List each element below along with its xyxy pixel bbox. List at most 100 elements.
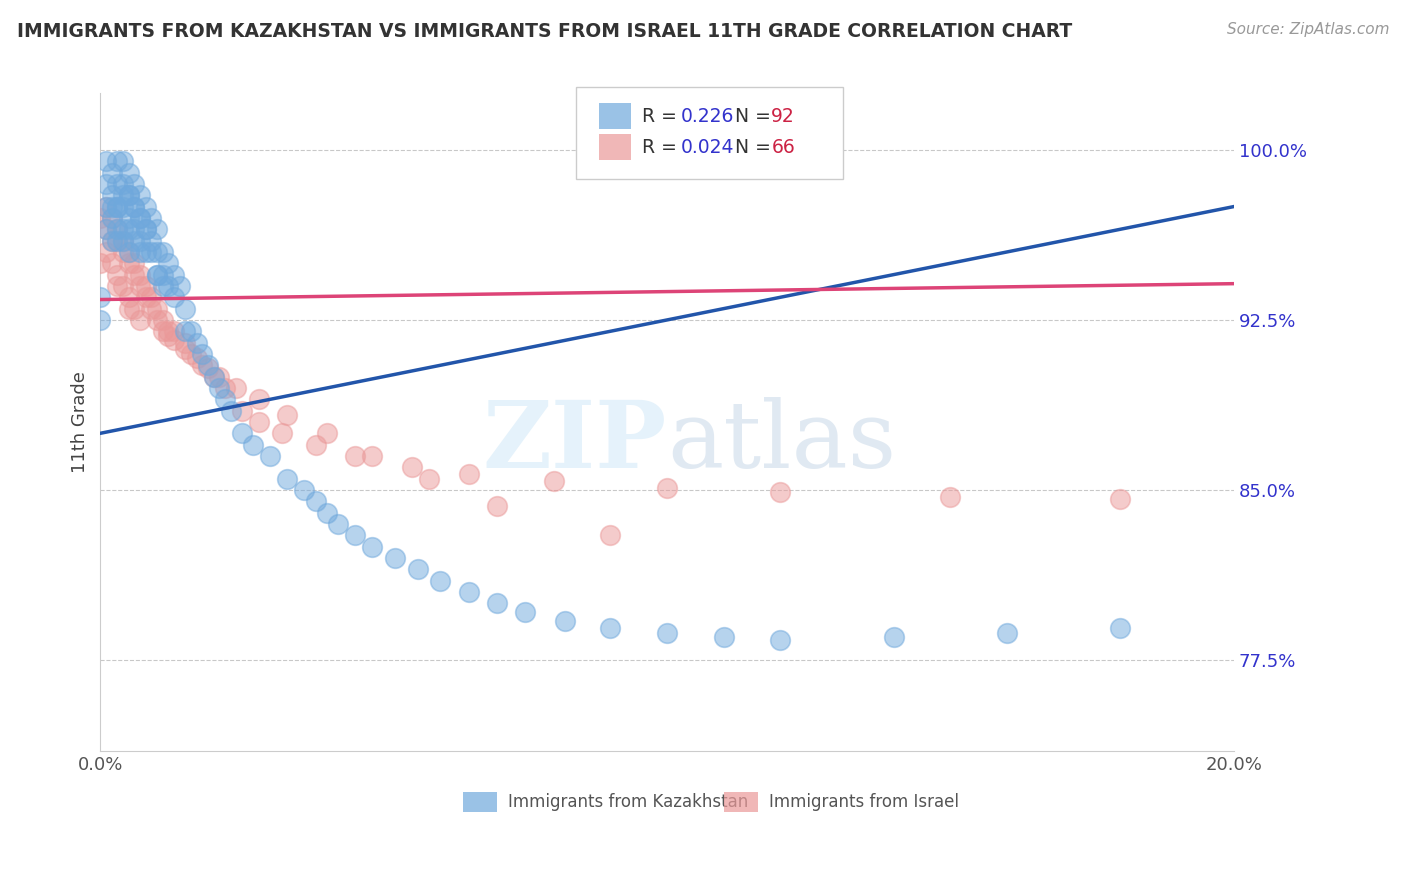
Point: [118, 244, 141, 259]
Point: [135, 244, 157, 259]
Point: [292, 483, 315, 497]
Point: [146, 313, 169, 327]
Point: [94, 222, 117, 236]
Point: [129, 244, 152, 259]
Point: [883, 630, 905, 644]
Point: [135, 222, 157, 236]
Text: Immigrants from Kazakhstan: Immigrants from Kazakhstan: [509, 793, 748, 811]
Point: [111, 279, 134, 293]
Point: [361, 449, 384, 463]
Text: Immigrants from Israel: Immigrants from Israel: [769, 793, 959, 811]
Point: [163, 324, 186, 338]
Point: [100, 234, 122, 248]
Point: [100, 234, 122, 248]
Point: [174, 324, 197, 338]
Point: [152, 279, 174, 293]
Point: [225, 381, 247, 395]
Point: [401, 460, 423, 475]
Point: [180, 347, 202, 361]
Point: [111, 154, 134, 169]
Text: ZIP: ZIP: [482, 397, 666, 487]
Bar: [724, 792, 758, 812]
Point: [242, 437, 264, 451]
Point: [186, 335, 208, 350]
Point: [231, 403, 253, 417]
Point: [316, 426, 339, 441]
Point: [146, 301, 169, 316]
Point: [141, 301, 163, 316]
Point: [105, 234, 128, 248]
Bar: [599, 103, 631, 129]
Text: R =: R =: [643, 107, 683, 126]
Point: [135, 222, 157, 236]
Point: [89, 256, 111, 270]
Point: [141, 244, 163, 259]
Point: [118, 165, 141, 179]
Point: [599, 621, 621, 635]
Text: Source: ZipAtlas.com: Source: ZipAtlas.com: [1226, 22, 1389, 37]
Point: [89, 211, 111, 225]
Point: [105, 154, 128, 169]
Point: [174, 301, 197, 316]
Point: [141, 234, 163, 248]
Point: [111, 244, 134, 259]
Point: [418, 472, 440, 486]
Point: [94, 244, 117, 259]
Point: [124, 200, 146, 214]
Point: [141, 211, 163, 225]
Point: [219, 403, 242, 417]
Point: [180, 324, 202, 338]
Point: [105, 268, 128, 282]
Point: [208, 369, 231, 384]
Point: [129, 211, 152, 225]
Point: [111, 177, 134, 191]
Point: [89, 313, 111, 327]
Point: [247, 415, 270, 429]
Point: [163, 334, 186, 348]
Point: [231, 426, 253, 441]
Point: [105, 222, 128, 236]
Point: [169, 279, 191, 293]
Point: [344, 449, 367, 463]
Point: [146, 268, 169, 282]
Point: [129, 279, 152, 293]
Point: [163, 268, 186, 282]
Point: [129, 268, 152, 282]
Point: [214, 381, 236, 395]
Point: [157, 328, 180, 343]
Y-axis label: 11th Grade: 11th Grade: [72, 371, 89, 473]
Point: [191, 359, 214, 373]
Point: [305, 437, 328, 451]
Text: R =: R =: [643, 137, 683, 157]
Point: [939, 490, 962, 504]
Point: [1109, 621, 1132, 635]
Point: [554, 615, 576, 629]
Point: [124, 177, 146, 191]
Point: [89, 290, 111, 304]
Point: [191, 347, 214, 361]
Point: [94, 200, 117, 214]
Point: [100, 200, 122, 214]
Text: 92: 92: [772, 107, 794, 126]
Point: [486, 499, 509, 513]
Point: [118, 211, 141, 225]
Point: [276, 408, 298, 422]
Point: [328, 516, 350, 531]
Point: [543, 474, 565, 488]
Point: [135, 290, 157, 304]
Point: [100, 256, 122, 270]
Point: [94, 154, 117, 169]
Point: [129, 234, 152, 248]
Point: [406, 562, 429, 576]
Point: [152, 324, 174, 338]
Point: [457, 585, 479, 599]
Point: [105, 177, 128, 191]
Point: [100, 188, 122, 202]
Point: [186, 351, 208, 366]
Point: [157, 256, 180, 270]
Point: [124, 234, 146, 248]
Point: [118, 301, 141, 316]
FancyBboxPatch shape: [576, 87, 842, 178]
Point: [118, 222, 141, 236]
Point: [214, 392, 236, 407]
